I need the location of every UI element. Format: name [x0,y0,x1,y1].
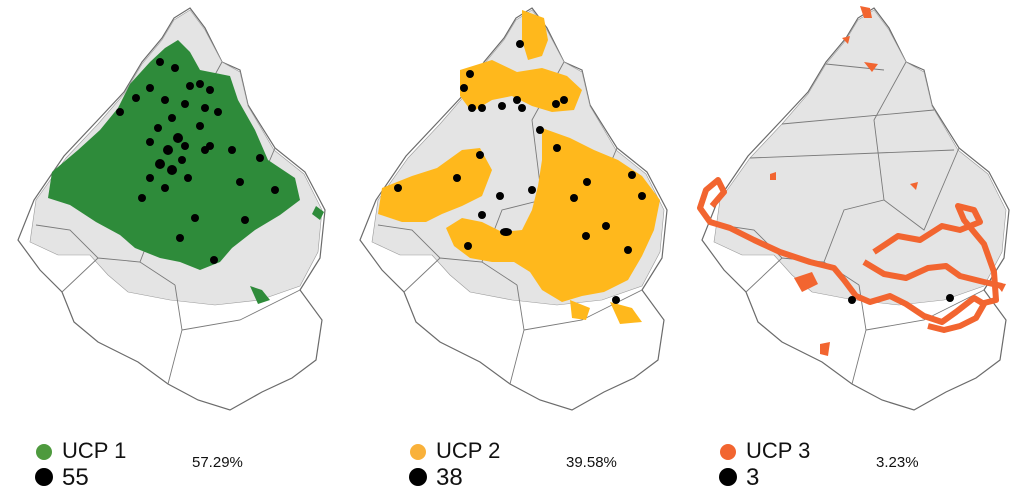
map-ucp3 [697,6,1010,411]
station-points [116,58,279,264]
ucp2-region [378,148,492,222]
class-label: UCP 2 [436,438,501,463]
ucp2-region [460,60,582,112]
ucp3-color-swatch [720,444,736,460]
class-label: UCP 1 [62,438,127,463]
legend-ucp3: UCP 3 3 3.23% [694,438,1014,492]
ucp3-region [770,6,1006,356]
class-label: UCP 3 [746,438,811,463]
class-percentage: 57.29% [192,454,243,471]
ucp1-region [250,206,324,304]
ucp2-region [570,300,642,324]
ucp2-color-swatch [410,444,426,460]
borough-lines [35,61,301,385]
map-panel-ucp3 [684,0,1024,430]
map-panel-ucp2 [342,0,682,430]
map-panel-ucp1 [0,0,340,430]
station-count: 38 [436,464,463,491]
map-ucp1 [17,7,326,411]
station-point-swatch [719,468,737,486]
ucp3-region [697,177,1003,333]
station-points [394,40,646,304]
station-point-swatch [409,468,427,486]
class-percentage: 3.23% [876,454,919,471]
station-count: 55 [62,464,89,491]
legend-ucp2: UCP 2 38 39.58% [384,438,704,492]
ucp1-color-swatch [36,444,52,460]
ucp2-region [522,10,548,60]
ucp1-region [48,40,300,270]
ucp2-region [446,128,660,302]
legend-ucp1: UCP 1 55 57.29% [10,438,330,492]
class-percentage: 39.58% [566,454,617,471]
station-point-swatch [35,468,53,486]
map-ucp2 [359,7,668,411]
borough-lines [377,61,643,385]
station-points [848,294,954,304]
station-count: 3 [746,464,760,491]
